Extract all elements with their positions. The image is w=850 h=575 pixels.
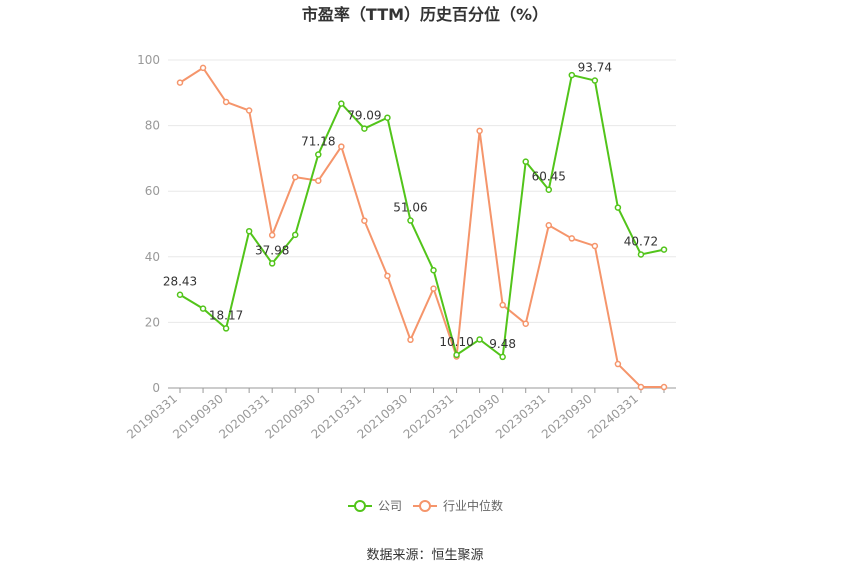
data-point[interactable] (476, 336, 483, 343)
data-point[interactable] (361, 217, 368, 224)
data-point[interactable] (268, 260, 276, 267)
y-tick-label: 60 (145, 184, 160, 198)
x-tick-label: 20200930 (262, 392, 318, 442)
series-company (176, 71, 668, 361)
plot-area (176, 64, 668, 391)
data-point[interactable] (199, 305, 207, 312)
data-point[interactable] (545, 186, 553, 193)
data-label: 93.74 (578, 61, 612, 75)
data-label: 40.72 (624, 234, 658, 248)
x-tick-label: 20210331 (309, 392, 365, 442)
data-point[interactable] (614, 360, 622, 368)
data-label: 28.43 (163, 275, 197, 289)
y-tick-label: 0 (152, 381, 160, 395)
data-point[interactable] (637, 383, 645, 391)
data-point[interactable] (545, 222, 553, 229)
data-source: 数据来源：恒生聚源 (366, 548, 483, 563)
data-label: 18.17 (209, 308, 243, 322)
data-point[interactable] (384, 114, 391, 121)
data-point[interactable] (637, 251, 645, 258)
data-point[interactable] (407, 336, 414, 344)
data-point[interactable] (499, 353, 506, 361)
data-point[interactable] (407, 217, 414, 224)
data-point[interactable] (291, 173, 299, 181)
data-point[interactable] (430, 266, 437, 274)
data-point[interactable] (222, 98, 230, 106)
x-tick-label: 20230930 (539, 392, 595, 442)
x-tick-label: 20220930 (447, 392, 503, 442)
x-tick-label: 20200331 (216, 392, 272, 442)
data-label: 71.18 (301, 135, 335, 149)
chart-title: 市盈率（TTM）历史百分位（%） (302, 5, 548, 24)
data-point[interactable] (315, 151, 322, 158)
data-point[interactable] (591, 77, 599, 84)
data-point[interactable] (476, 127, 483, 135)
data-point[interactable] (568, 235, 576, 242)
data-point[interactable] (176, 291, 184, 298)
data-point[interactable] (660, 246, 668, 253)
data-point[interactable] (291, 231, 299, 239)
y-tick-label: 80 (145, 119, 160, 133)
legend-marker-company (354, 500, 366, 512)
legend-label-industry-median: 行业中位数 (443, 498, 503, 513)
series-line (179, 66, 664, 389)
x-tick-label: 20190331 (124, 392, 180, 442)
x-tick-label: 20240331 (585, 392, 641, 442)
data-point[interactable] (315, 177, 322, 184)
legend-item-industry-median[interactable]: 行业中位数 (413, 498, 503, 513)
data-point[interactable] (338, 100, 345, 107)
y-tick-label: 40 (145, 250, 160, 264)
data-point[interactable] (245, 227, 253, 235)
legend-item-company[interactable]: 公司 (348, 499, 402, 513)
y-axis: 0 20 40 60 80 100 (137, 53, 160, 395)
data-point[interactable] (499, 301, 506, 309)
data-point[interactable] (384, 272, 391, 280)
y-tick-label: 20 (145, 315, 160, 329)
data-point[interactable] (361, 125, 368, 132)
grid (168, 59, 676, 323)
data-label: 10.10 (439, 335, 473, 349)
legend-marker-industry-median (419, 500, 431, 512)
data-label: 37.98 (255, 243, 289, 257)
data-point[interactable] (245, 107, 253, 114)
data-point[interactable] (268, 231, 276, 239)
data-point[interactable] (430, 285, 437, 292)
data-label: 9.48 (489, 337, 516, 351)
data-point[interactable] (176, 79, 184, 86)
data-point[interactable] (199, 64, 207, 72)
x-tick-label: 20190930 (170, 392, 226, 442)
data-point[interactable] (591, 242, 599, 250)
data-point[interactable] (522, 320, 529, 327)
legend[interactable]: 公司 行业中位数 (348, 498, 503, 513)
data-point[interactable] (568, 71, 576, 79)
data-point[interactable] (522, 158, 529, 165)
data-point[interactable] (614, 204, 622, 211)
data-point[interactable] (222, 325, 230, 332)
data-point[interactable] (453, 351, 460, 359)
data-label: 51.06 (393, 201, 427, 215)
series-industry-median (176, 64, 668, 391)
data-point[interactable] (660, 383, 668, 391)
x-tick-label: 20220331 (401, 392, 457, 442)
legend-label-company: 公司 (378, 499, 402, 513)
x-tick-label: 20210930 (355, 392, 411, 442)
x-tick-label: 20230331 (493, 392, 549, 442)
x-axis: 2019033120190930202003312020093020210331… (124, 387, 676, 442)
series-line (179, 73, 665, 359)
data-label: 79.09 (347, 109, 381, 123)
data-labels: 28.43 18.17 37.98 71.18 79.09 51.06 10.10 9.48 6… (163, 61, 658, 351)
y-tick-label: 100 (137, 53, 160, 67)
data-point[interactable] (338, 143, 345, 150)
data-label: 60.45 (532, 170, 566, 184)
